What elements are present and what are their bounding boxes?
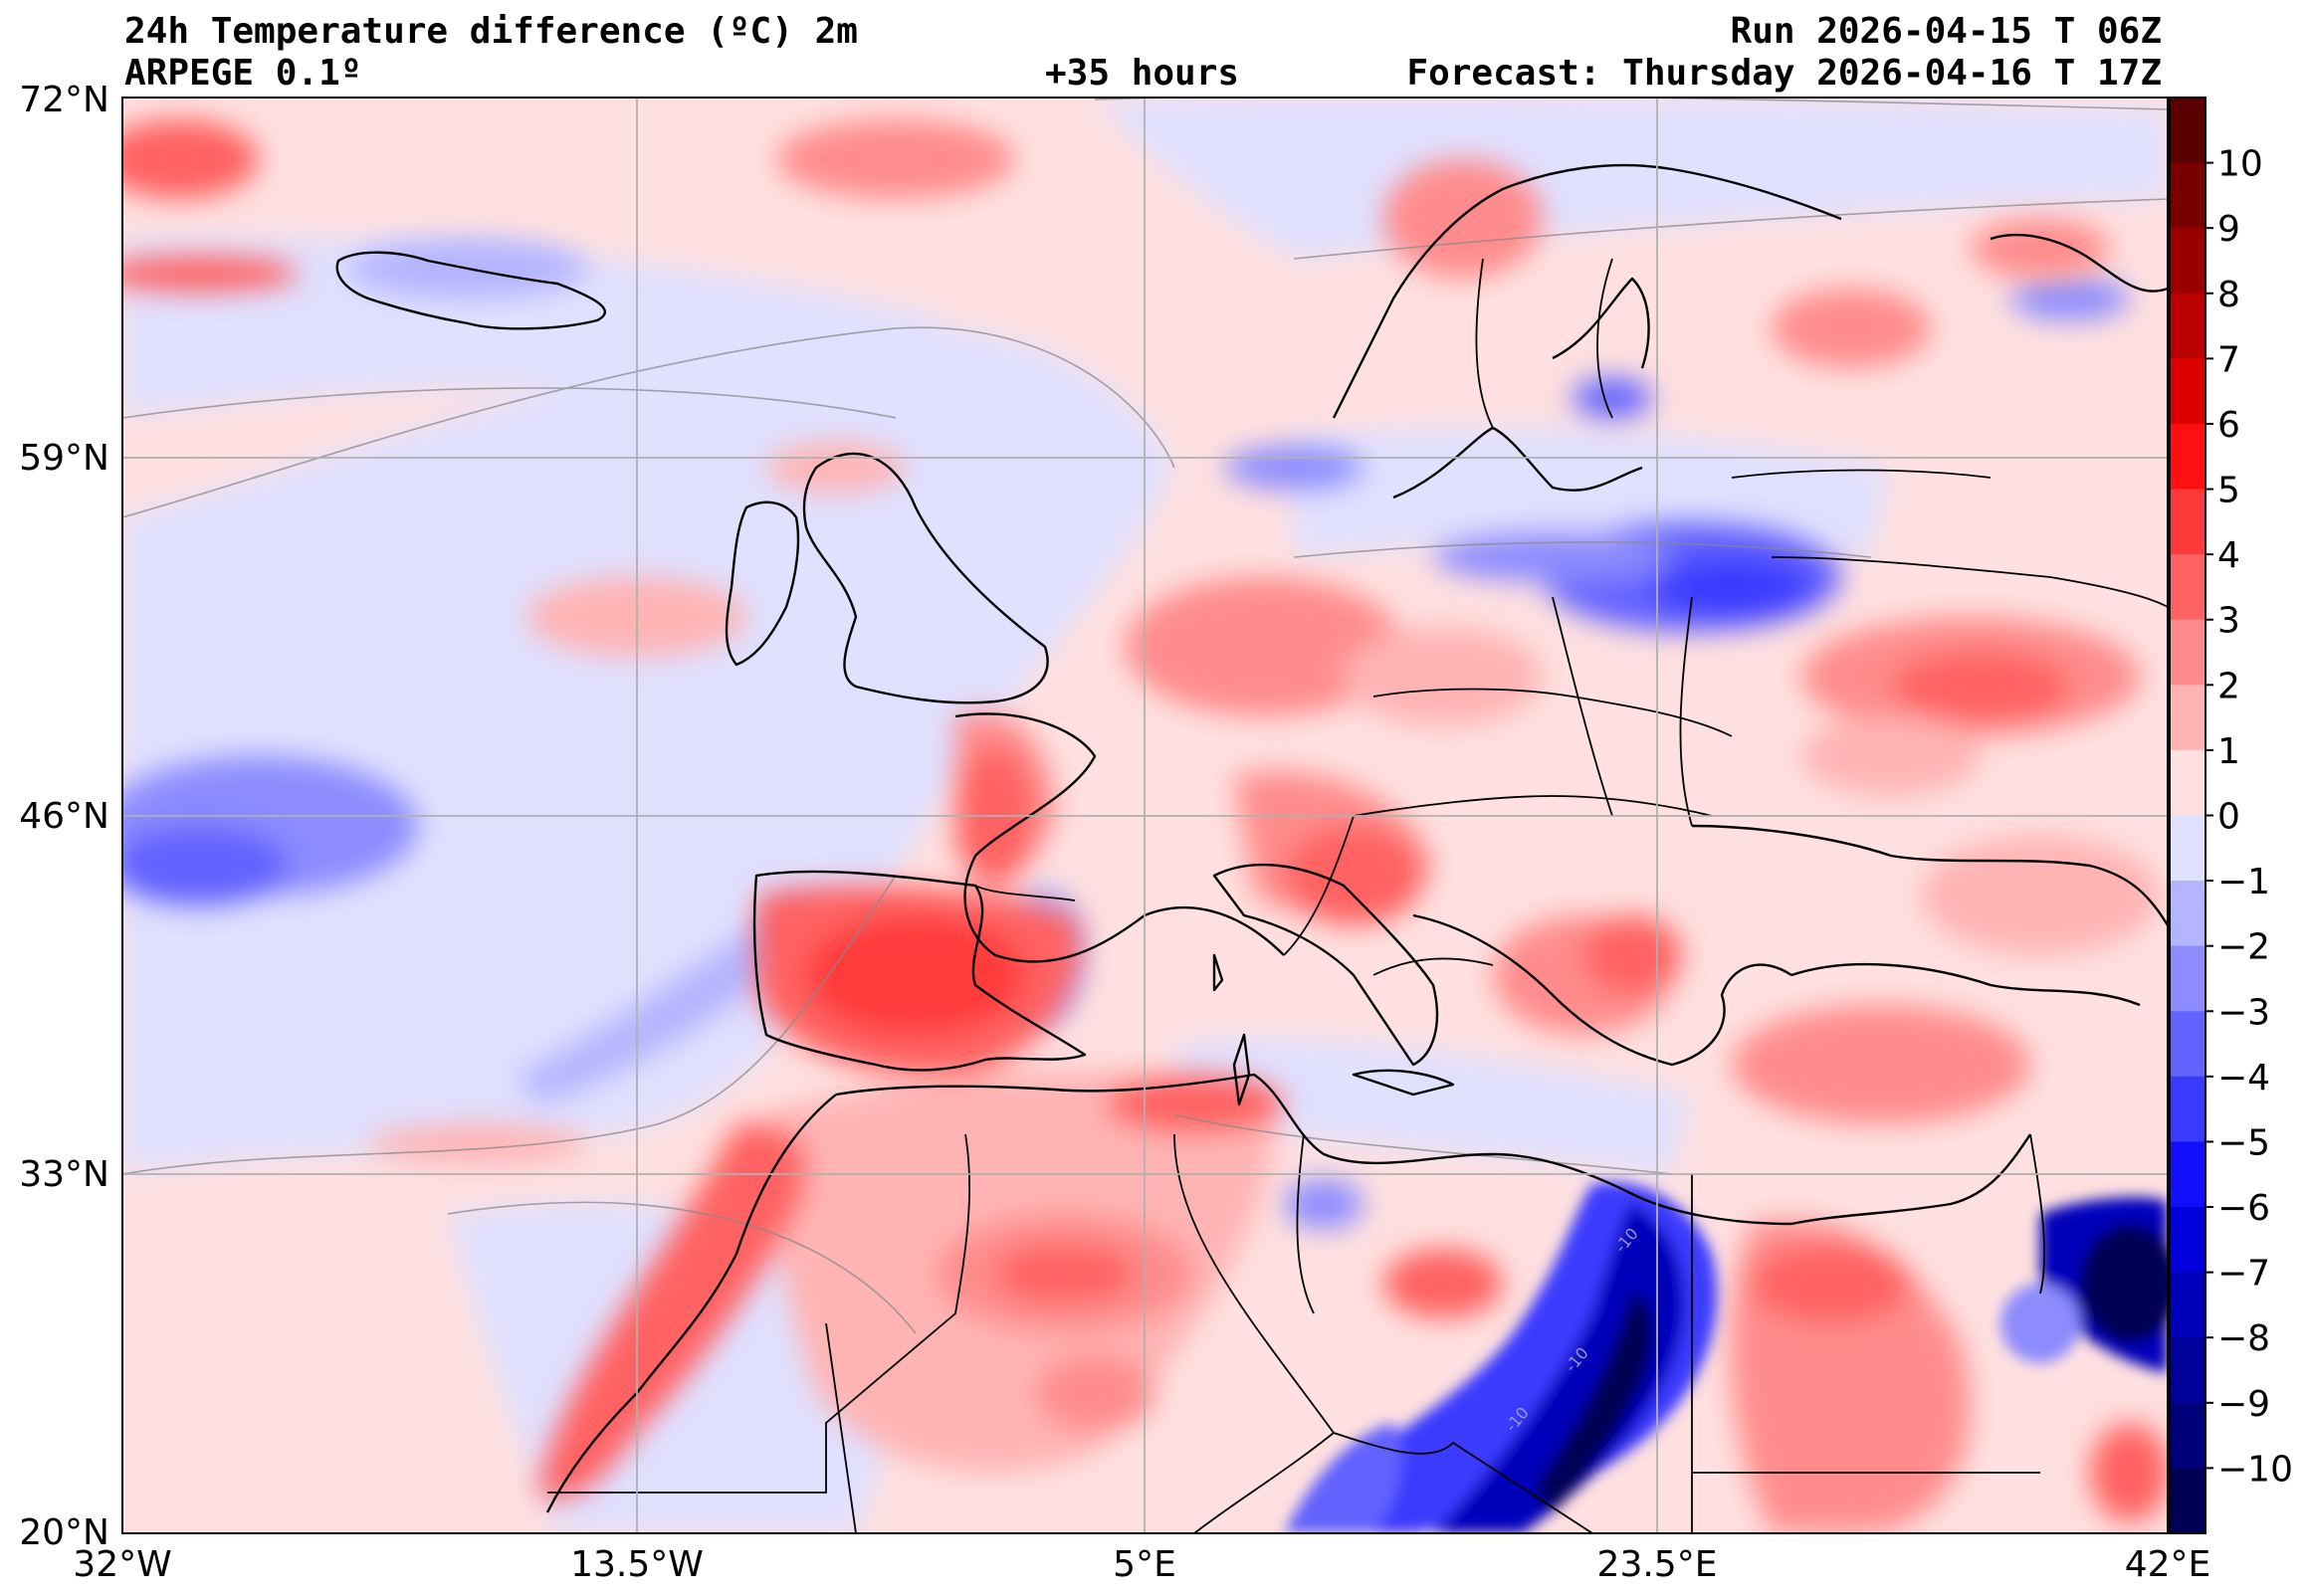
colorbar-band xyxy=(2170,358,2205,425)
longitude-labels: 32°W 13.5°W 5°E 23.5°E 42°E xyxy=(73,1544,2210,1585)
colorbar-label: 1 xyxy=(2217,731,2240,772)
model-label: ARPEGE 0.1º xyxy=(124,53,362,94)
lat-label: 59°N xyxy=(19,438,109,479)
colorbar-label: −3 xyxy=(2217,992,2270,1033)
lon-label: 42°E xyxy=(2125,1544,2211,1585)
run-label: Run 2026-04-15 T 06Z xyxy=(1730,11,2162,52)
lon-label: 32°W xyxy=(73,1544,171,1585)
lat-label: 33°N xyxy=(19,1154,109,1195)
colorbar-label: −5 xyxy=(2217,1122,2270,1163)
france-coast xyxy=(954,712,1285,963)
colorbar-band xyxy=(2170,98,2205,164)
balkans-coast xyxy=(1412,913,1792,1067)
colorbar-label: −8 xyxy=(2217,1318,2270,1359)
coastlines xyxy=(335,163,2168,1513)
map-frame xyxy=(121,97,2169,1534)
iberia-coast xyxy=(752,870,1087,1072)
colorbar-label: −7 xyxy=(2217,1254,2270,1295)
colorbar-band xyxy=(2170,815,2205,882)
colorbar-label: 3 xyxy=(2217,601,2240,642)
graticule xyxy=(122,98,2168,1533)
norway-coast xyxy=(1332,163,1842,419)
colorbar-label: −6 xyxy=(2217,1188,2270,1229)
colorbar-label: 4 xyxy=(2217,535,2240,576)
lat-label: 20°N xyxy=(19,1512,109,1553)
colorbar-label: 2 xyxy=(2217,666,2240,706)
colorbar-band xyxy=(2170,293,2205,359)
morocco-coast xyxy=(545,1094,837,1513)
turkey-coast xyxy=(1790,962,2141,1007)
borders xyxy=(547,258,2168,1533)
field-negative-strong xyxy=(1284,1182,2168,1533)
lat-label: 46°N xyxy=(19,796,109,837)
baltic-coast xyxy=(1392,426,1643,499)
colorbar-band xyxy=(2170,1468,2205,1534)
lead-time-label: +35 hours xyxy=(1045,53,1240,94)
lon-label: 13.5°W xyxy=(570,1544,704,1585)
colorbar-label: −9 xyxy=(2217,1384,2270,1425)
colorbar-label: 8 xyxy=(2217,275,2240,315)
colorbar-band xyxy=(2170,1011,2205,1078)
colorbar-band xyxy=(2170,945,2205,1012)
colorbar-label: −1 xyxy=(2217,862,2270,902)
field-positive xyxy=(122,119,2168,1533)
colorbar-band xyxy=(2170,1272,2205,1338)
colorbar-band xyxy=(2170,554,2205,621)
latitude-labels: 72°N 59°N 46°N 33°N 20°N xyxy=(19,80,109,1553)
north-africa-coast xyxy=(835,1073,2031,1226)
colorbar-band xyxy=(2170,1141,2205,1208)
lon-label: 5°E xyxy=(1113,1544,1176,1585)
white-sea-coast xyxy=(1990,233,2168,293)
iceland-coast xyxy=(335,251,606,330)
colorbar-label: 10 xyxy=(2217,144,2263,185)
italy-coast xyxy=(1212,863,1439,1067)
lon-label: 23.5°E xyxy=(1597,1544,1718,1585)
black-sea-coast xyxy=(1691,824,2168,926)
colorbar-band xyxy=(2170,1402,2205,1469)
colorbar-band xyxy=(2170,619,2205,686)
great-britain-coast xyxy=(802,452,1049,704)
colorbar-label: 7 xyxy=(2217,339,2240,380)
colorbar-band xyxy=(2170,685,2205,751)
colorbar-label: −2 xyxy=(2217,927,2270,968)
colorbar-band xyxy=(2170,881,2205,947)
colorbar-label: 9 xyxy=(2217,209,2240,250)
colorbar-band xyxy=(2170,1076,2205,1142)
colorbar-label: 0 xyxy=(2217,797,2240,838)
field-negative-moderate xyxy=(122,239,2130,1229)
colorbar-band xyxy=(2170,162,2205,229)
colorbar-band xyxy=(2170,228,2205,295)
colorbar-label: −10 xyxy=(2217,1449,2293,1490)
map-field: -10 -10 -10 xyxy=(122,98,2168,1533)
colorbar-band xyxy=(2170,749,2205,816)
lat-label: 72°N xyxy=(19,80,109,120)
colorbar-label: 5 xyxy=(2217,471,2240,511)
colorbar-label: −4 xyxy=(2217,1058,2270,1098)
colorbar-label: 6 xyxy=(2217,405,2240,446)
forecast-label: Forecast: Thursday 2026-04-16 T 17Z xyxy=(1406,53,2162,94)
colorbar-band xyxy=(2170,1337,2205,1404)
colorbar-band xyxy=(2170,1207,2205,1274)
ireland-coast xyxy=(725,500,800,667)
colorbar-band xyxy=(2170,423,2205,491)
map-title: 24h Temperature difference (ºC) 2m xyxy=(124,11,858,52)
colorbar-band xyxy=(2170,489,2205,555)
